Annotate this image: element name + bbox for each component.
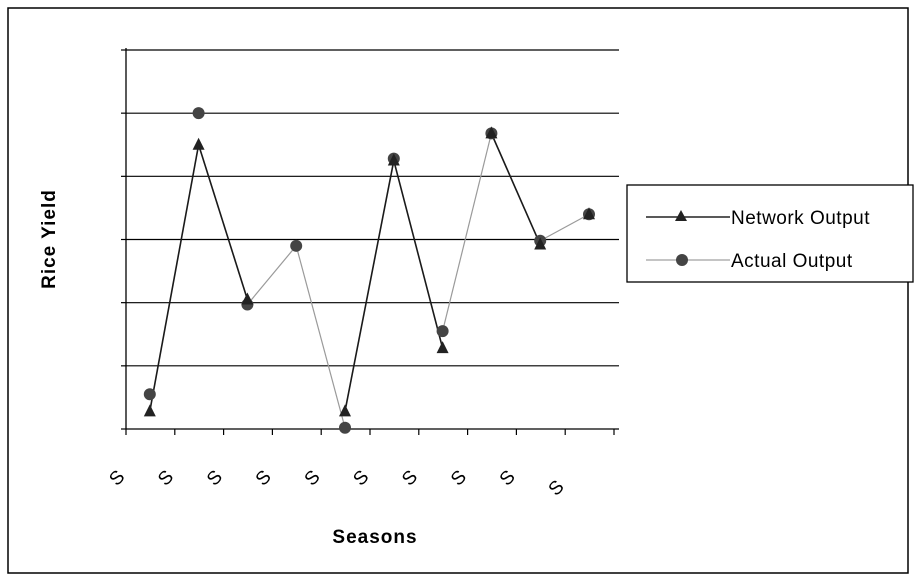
- series-markers: [143, 107, 595, 434]
- x-tick-label: S: [496, 466, 520, 490]
- x-tick-label: S: [301, 466, 325, 490]
- x-axis-title: Seasons: [332, 527, 417, 548]
- legend-marker-circle: [676, 254, 688, 266]
- x-tick-label: S: [154, 466, 178, 490]
- x-tick-label: S: [349, 466, 373, 490]
- legend-label-actual-output: Actual Output: [731, 251, 853, 272]
- legend-marker-triangle: [675, 210, 687, 221]
- legend: Network Output Actual Output: [626, 184, 914, 283]
- series-segment-network-output: [149, 144, 200, 412]
- series-segment-actual-output: [246, 245, 297, 305]
- data-point-network-output: [339, 404, 351, 417]
- x-tick-label: S: [252, 466, 276, 490]
- data-point-network-output: [192, 137, 205, 150]
- data-point-network-output: [534, 237, 547, 250]
- data-point-actual-output: [436, 325, 449, 338]
- data-point-actual-output: [143, 388, 156, 401]
- data-point-actual-output: [290, 239, 303, 252]
- x-tick-label: S: [447, 466, 471, 490]
- y-axis-title: Rice Yield: [39, 189, 60, 289]
- data-point-network-output: [387, 153, 400, 166]
- series-segment-network-output: [197, 144, 249, 300]
- x-axis-ticks: [125, 429, 615, 435]
- x-tick-label: S: [105, 466, 129, 490]
- data-point-network-output: [485, 126, 498, 139]
- series-segment-actual-output: [442, 133, 492, 332]
- data-point-network-output: [143, 404, 156, 417]
- series-segment-network-output: [490, 133, 541, 245]
- series-segment-actual-output: [539, 213, 590, 242]
- data-point-actual-output: [192, 107, 205, 120]
- data-point-network-output: [436, 341, 449, 354]
- x-tick-label: S: [398, 466, 422, 490]
- figure-border: [7, 7, 909, 574]
- series-segment-actual-output: [295, 245, 346, 428]
- gridlines: [126, 49, 619, 367]
- series-segment-network-output: [344, 160, 395, 412]
- series-lines: [149, 133, 590, 428]
- data-point-network-output: [583, 207, 595, 220]
- legend-box: [626, 184, 914, 283]
- series-segment-network-output: [393, 160, 444, 349]
- y-axis-ticks: [121, 49, 126, 430]
- x-tick-label: S: [203, 466, 227, 490]
- data-point-actual-output: [339, 421, 351, 434]
- x-tick-label: S: [545, 476, 569, 500]
- data-point-network-output: [241, 292, 254, 305]
- legend-label-network-output: Network Output: [731, 208, 870, 229]
